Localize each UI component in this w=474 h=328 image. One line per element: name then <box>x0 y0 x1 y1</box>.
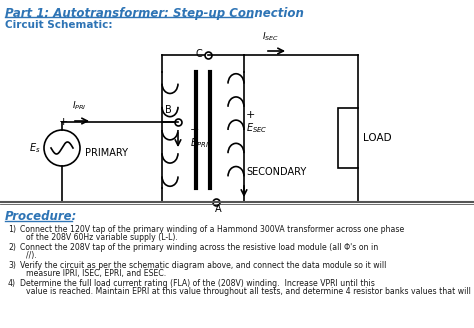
Text: 3): 3) <box>8 261 16 270</box>
Text: Connect the 120V tap of the primary winding of a Hammond 300VA transformer acros: Connect the 120V tap of the primary wind… <box>20 225 404 234</box>
Text: Circuit Schematic:: Circuit Schematic: <box>5 20 112 30</box>
Text: $E_{SEC}$: $E_{SEC}$ <box>246 121 267 135</box>
Text: +: + <box>190 125 200 135</box>
Text: Connect the 208V tap of the primary winding across the resistive load module (al: Connect the 208V tap of the primary wind… <box>20 243 378 252</box>
Text: Determine the full load current rating (FLA) of the (208V) winding.  Increase VP: Determine the full load current rating (… <box>20 279 375 288</box>
Bar <box>338 108 358 168</box>
Text: PRIMARY: PRIMARY <box>85 148 128 158</box>
Text: 4): 4) <box>8 279 16 288</box>
Text: measure IPRI, ISEC, EPRI, and ESEC.: measure IPRI, ISEC, EPRI, and ESEC. <box>26 269 166 278</box>
Text: $I_{SEC}$: $I_{SEC}$ <box>262 31 279 43</box>
Text: SECONDARY: SECONDARY <box>246 167 306 177</box>
Text: +: + <box>246 110 255 120</box>
Text: +: + <box>58 117 68 127</box>
Text: Procedure:: Procedure: <box>5 210 77 223</box>
Text: Part 1: Autotransformer: Step-up Connection: Part 1: Autotransformer: Step-up Connect… <box>5 7 304 20</box>
Text: LOAD: LOAD <box>363 133 392 143</box>
Text: $E_s$: $E_s$ <box>29 141 41 155</box>
Text: 1): 1) <box>8 225 16 234</box>
Text: $I_{PRI}$: $I_{PRI}$ <box>72 99 87 112</box>
Text: //).: //). <box>26 251 37 260</box>
Text: value is reached. Maintain EPRI at this value throughout all tests, and determin: value is reached. Maintain EPRI at this … <box>26 287 474 296</box>
Text: B: B <box>164 105 172 115</box>
Text: $E_{PRI}$: $E_{PRI}$ <box>190 136 209 150</box>
Text: of the 208V 60Hz variable supply (L-L).: of the 208V 60Hz variable supply (L-L). <box>26 233 178 242</box>
Text: 2): 2) <box>8 243 16 252</box>
Text: C: C <box>196 49 202 59</box>
Text: A: A <box>215 204 221 214</box>
Text: Verify the circuit as per the schematic diagram above, and connect the data modu: Verify the circuit as per the schematic … <box>20 261 386 270</box>
